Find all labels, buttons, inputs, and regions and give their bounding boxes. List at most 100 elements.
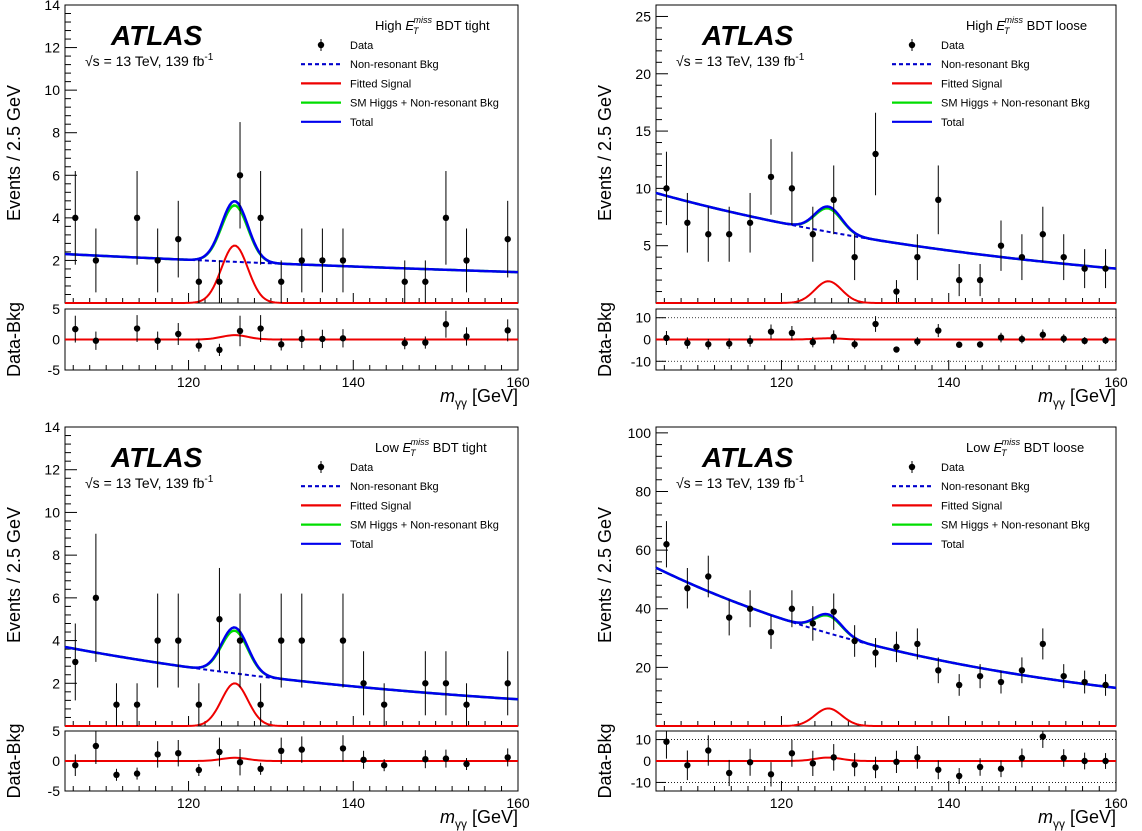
data-point — [72, 214, 79, 222]
ratio-point — [935, 327, 942, 334]
data-point — [1018, 253, 1026, 261]
sm-higgs-curve — [655, 566, 1117, 690]
data-point — [788, 185, 796, 192]
y-tick-label: 15 — [635, 123, 651, 139]
x-axis-subscript: γγ — [1053, 817, 1065, 831]
signal-curve — [65, 682, 518, 727]
data-point — [442, 214, 450, 222]
x-axis-title: mγγ [GeV] — [1038, 807, 1116, 831]
lumi-exponent: -1 — [795, 52, 804, 63]
ratio-point — [1018, 335, 1026, 343]
ratio-point — [684, 762, 691, 769]
x-tick-label: 140 — [937, 795, 961, 811]
y-tick-label: 14 — [44, 0, 60, 13]
chart-panel-2: 2 4 6 8 10 12 14 120 140 160 -5 0 5 Events / 2.5 GeV D… — [4, 419, 530, 831]
ratio-point — [257, 325, 264, 332]
ratio-point — [195, 342, 203, 349]
ratio-point — [851, 761, 858, 768]
ratio-point — [257, 765, 264, 772]
energy-lumi-text: √s = 13 TeV, 139 fb — [85, 475, 205, 491]
data-point — [298, 257, 305, 264]
ratio-point — [809, 338, 817, 346]
data-point — [914, 640, 921, 648]
legend-smh-label: SM Higgs + Non-resonant Bkg — [350, 520, 499, 532]
y-tick-label: 20 — [635, 659, 651, 675]
legend-signal-label: Fitted Signal — [941, 78, 1002, 90]
category-label: High ETmiss BDT tight — [375, 15, 490, 36]
legend-total-label: Total — [941, 539, 964, 551]
y-axis-title: Events / 2.5 GeV — [4, 507, 24, 643]
ratio-point — [175, 330, 182, 338]
data-point — [684, 219, 691, 226]
ratio-point — [872, 320, 879, 328]
energy-lumi-label: √s = 13 TeV, 139 fb-1 — [85, 474, 214, 491]
ratio-point — [236, 759, 244, 766]
legend-signal-label: Fitted Signal — [350, 500, 411, 512]
y-tick-label: 12 — [44, 40, 60, 56]
data-point — [319, 257, 326, 264]
ratio-point — [175, 750, 182, 757]
background-curve — [64, 645, 519, 701]
data-point — [504, 680, 511, 687]
ratio-y-tick-label: -5 — [48, 362, 61, 378]
data-point — [1102, 265, 1109, 272]
total-curve — [64, 626, 519, 701]
ratio-signal-curve — [65, 756, 518, 762]
chart-panel-1: 5 10 15 20 25 120 140 160 -10 0 10 Events / 2.5 GeV… — [595, 4, 1128, 410]
legend-total-label: Total — [350, 117, 373, 129]
ratio-point — [92, 742, 100, 750]
ratio-point — [1081, 337, 1088, 345]
ratio-point — [955, 341, 963, 348]
category-met-symbol: E — [405, 18, 414, 33]
y-tick-label: 14 — [44, 419, 60, 435]
ratio-point — [893, 346, 900, 353]
ratio-point — [154, 751, 161, 758]
data-point — [154, 637, 161, 644]
data-point — [401, 278, 408, 285]
ratio-y-tick-label: 0 — [643, 332, 651, 348]
data-point — [504, 235, 511, 243]
y-axis-title: Events / 2.5 GeV — [4, 85, 24, 221]
energy-lumi-text: √s = 13 TeV, 139 fb — [676, 53, 796, 69]
atlas-label: ATLAS — [701, 20, 794, 51]
data-point — [705, 231, 712, 238]
x-tick-label: 160 — [1104, 374, 1128, 390]
x-tick-label: 120 — [177, 795, 201, 811]
ratio-point — [893, 758, 900, 766]
total-curve — [655, 566, 1117, 690]
ratio-point — [914, 754, 921, 761]
y-axis-title: Events / 2.5 GeV — [595, 85, 615, 221]
x-axis-unit: [GeV] — [467, 386, 518, 406]
data-point — [113, 701, 120, 708]
data-point — [830, 196, 837, 204]
data-point — [893, 643, 900, 651]
ratio-axis-title: Data-Bkg — [4, 302, 24, 377]
ratio-point — [997, 334, 1005, 341]
x-tick-label: 140 — [342, 374, 366, 390]
data-point — [914, 253, 921, 261]
ratio-signal-curve — [65, 334, 518, 341]
x-axis-unit: [GeV] — [1065, 807, 1116, 827]
ratio-point — [216, 748, 223, 756]
x-axis-subscript: γγ — [1053, 396, 1065, 410]
data-point — [442, 680, 450, 687]
ratio-point — [809, 760, 817, 767]
data-point — [809, 231, 817, 238]
data-point — [830, 608, 837, 615]
data-point — [257, 214, 264, 222]
data-point — [236, 637, 244, 644]
legend-data-marker — [908, 463, 916, 471]
data-point — [1039, 640, 1047, 648]
category-prefix: Low — [375, 440, 402, 455]
ratio-point — [195, 766, 203, 774]
ratio-point — [278, 747, 285, 754]
ratio-point — [788, 329, 796, 337]
ratio-point — [1018, 754, 1026, 762]
category-met-sub: T — [410, 448, 417, 458]
data-point — [1060, 672, 1067, 680]
data-point — [872, 150, 879, 158]
ratio-point — [725, 340, 733, 347]
ratio-point — [422, 756, 429, 763]
legend-signal-label: Fitted Signal — [941, 500, 1002, 512]
y-tick-label: 12 — [44, 462, 60, 478]
